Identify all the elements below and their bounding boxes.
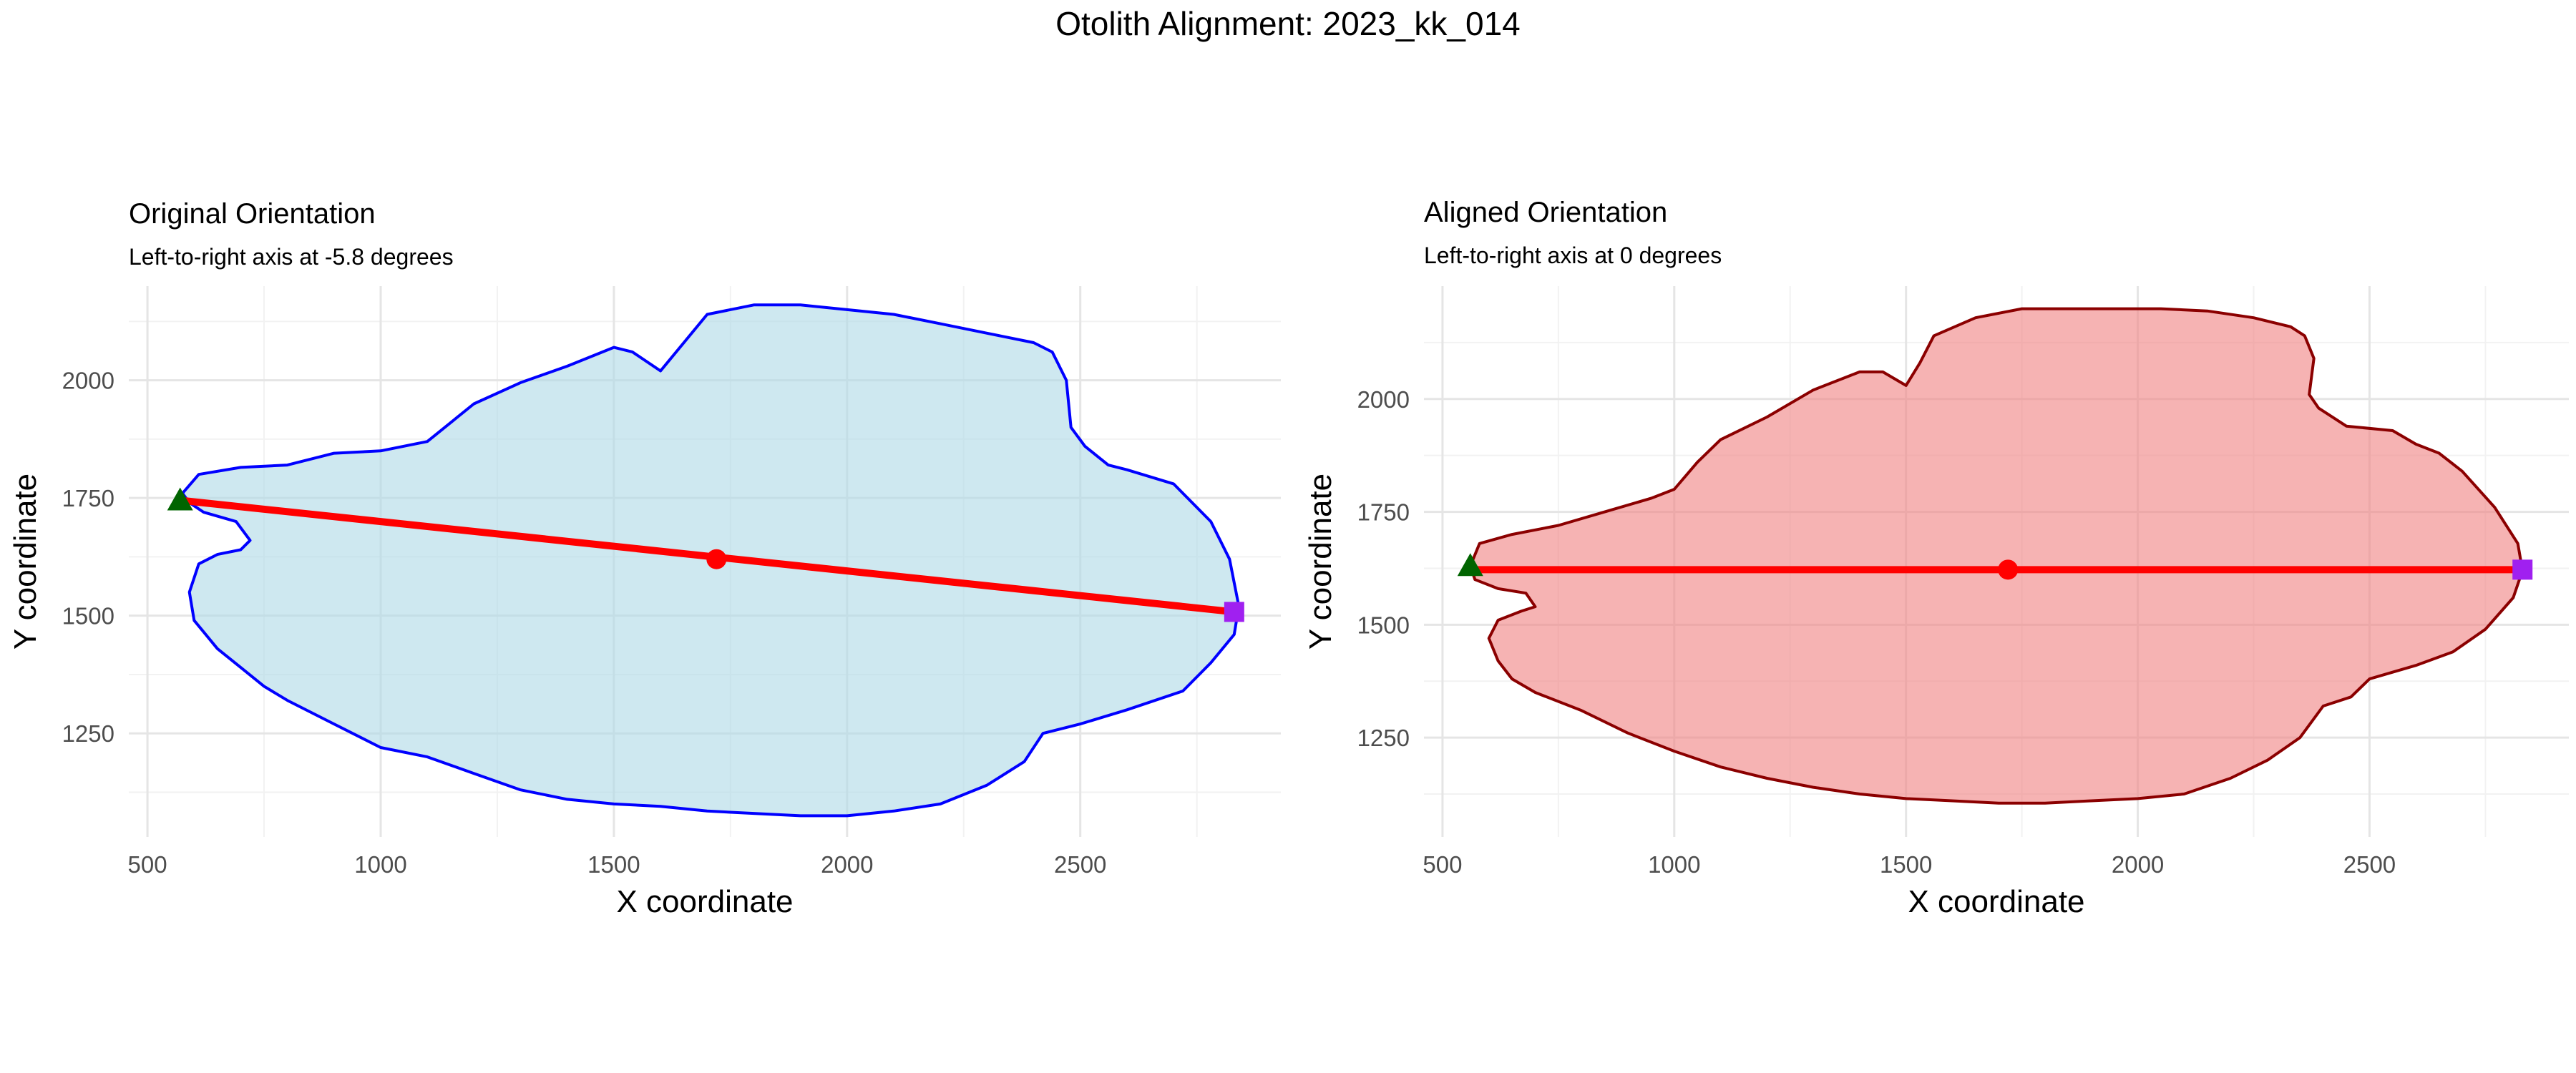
right-point-square <box>2512 559 2533 580</box>
x-tick-label: 1000 <box>1648 851 1700 878</box>
center-point <box>1998 559 2019 580</box>
y-tick-label: 2000 <box>62 368 114 394</box>
x-tick-label: 1500 <box>587 851 640 878</box>
chart-panel-2: 500 1000 1500 2000 2500 1250 1500 1750 2000 X coo… <box>1303 197 2569 919</box>
x-tick-label: 2500 <box>2343 851 2396 878</box>
x-tick-label: 2000 <box>821 851 873 878</box>
x-axis-label: X coordinate <box>1908 884 2084 919</box>
x-tick-label: 500 <box>1423 851 1462 878</box>
x-axis-label: X coordinate <box>616 884 793 919</box>
panel-title: Original Orientation <box>129 198 376 230</box>
y-tick-label: 1750 <box>1357 499 1410 526</box>
panel-subtitle: Left-to-right axis at -5.8 degrees <box>129 244 454 270</box>
left-point-triangle <box>1457 553 1483 577</box>
y-tick-label: 1250 <box>1357 725 1410 751</box>
y-tick-label: 1250 <box>62 720 114 747</box>
x-tick-label: 1000 <box>354 851 406 878</box>
x-tick-label: 500 <box>128 851 167 878</box>
y-tick-label: 2000 <box>1357 386 1410 413</box>
left-point-triangle <box>167 487 193 511</box>
y-tick-label: 1500 <box>62 603 114 629</box>
x-tick-label: 2500 <box>1054 851 1106 878</box>
figure-title: Otolith Alignment: 2023_kk_014 <box>1055 5 1521 42</box>
x-tick-label: 2000 <box>2112 851 2164 878</box>
panel-title: Aligned Orientation <box>1424 197 1667 228</box>
y-axis-label: Y coordinate <box>8 474 43 650</box>
right-point-square <box>1224 602 1244 622</box>
y-tick-label: 1750 <box>62 485 114 511</box>
otolith-outline <box>1468 307 2524 805</box>
y-axis-label: Y coordinate <box>1303 474 1338 650</box>
chart-panel-1: 500 1000 1500 2000 2500 1250 1500 1750 2000 X coo… <box>8 198 1281 919</box>
panel-subtitle: Left-to-right axis at 0 degrees <box>1424 242 1722 268</box>
center-point <box>706 549 727 569</box>
x-tick-label: 1500 <box>1880 851 1932 878</box>
y-tick-label: 1500 <box>1357 612 1410 638</box>
